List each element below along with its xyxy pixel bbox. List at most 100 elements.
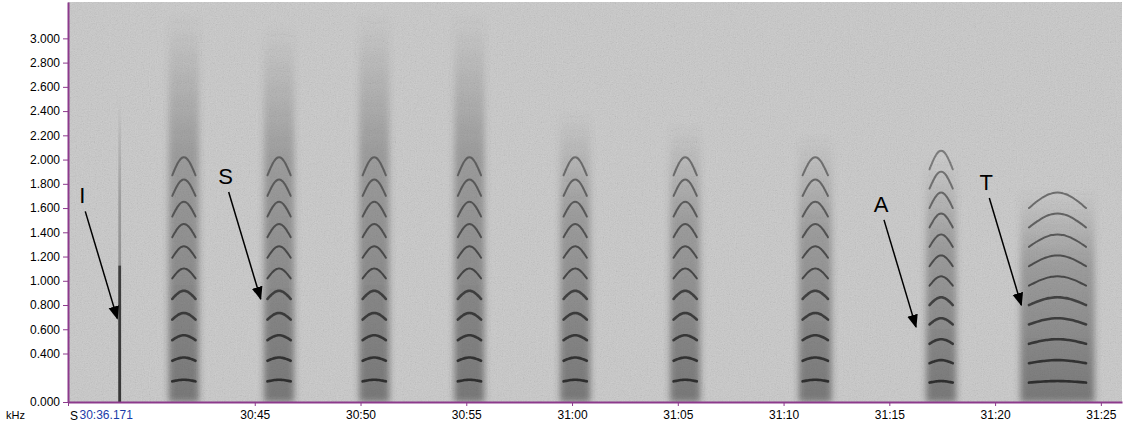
tick-mark — [889, 402, 890, 406]
harmonic — [803, 269, 828, 279]
harmonic — [930, 151, 953, 170]
harmonic — [564, 291, 587, 299]
tick-mark — [63, 63, 68, 64]
tick-label: 0.800 — [30, 298, 60, 312]
tick-mark — [63, 135, 68, 136]
tick-mark — [63, 160, 68, 161]
call — [560, 111, 590, 402]
call — [1020, 190, 1094, 402]
harmonic — [458, 291, 481, 299]
click-energy — [118, 99, 121, 402]
tick: 0.600 — [30, 323, 68, 337]
harmonic — [674, 224, 697, 237]
annotation: S — [218, 164, 233, 189]
tick-label: 2.000 — [30, 153, 60, 167]
tick: 1.800 — [30, 177, 68, 191]
arrow — [884, 220, 916, 327]
harmonic — [363, 269, 386, 279]
tick: 31:20 — [981, 402, 1011, 422]
tick: 2.600 — [30, 80, 68, 94]
harmonic — [674, 269, 697, 279]
tick-mark — [63, 305, 68, 306]
tick-label: 1.000 — [30, 274, 60, 288]
harmonic — [267, 246, 290, 257]
call — [359, 14, 389, 402]
tick-mark — [784, 402, 785, 406]
harmonic — [458, 358, 481, 361]
harmonic — [363, 380, 386, 382]
harmonic — [1029, 339, 1086, 344]
tick-label: 3.000 — [30, 32, 60, 46]
y-axis: 0.0000.4000.6000.8001.0001.2001.4001.600… — [30, 3, 69, 410]
harmonic — [172, 380, 195, 382]
harmonic — [674, 380, 697, 382]
harmonic — [803, 380, 828, 382]
harmonic — [564, 224, 587, 237]
harmonic — [564, 313, 587, 320]
tick: 2.800 — [30, 56, 68, 70]
tick-label: 31:05 — [663, 408, 693, 422]
harmonic — [803, 180, 828, 196]
tick: 31:15 — [875, 402, 905, 422]
plot-noise — [68, 2, 1122, 402]
tick-label: 30:55 — [452, 408, 482, 422]
harmonic — [564, 358, 587, 361]
tick: 30:45 — [240, 402, 270, 422]
tick-mark — [63, 257, 68, 258]
tick-label: 31:25 — [1086, 408, 1116, 422]
annotation: I — [79, 183, 85, 208]
harmonic — [564, 380, 587, 382]
harmonic — [674, 180, 697, 196]
tick: 30:50 — [346, 402, 376, 422]
tick-mark — [68, 402, 69, 406]
harmonic — [267, 291, 290, 299]
tick: 2.200 — [30, 129, 68, 143]
call — [118, 99, 121, 402]
tick: 31:05 — [663, 402, 693, 422]
axis-line — [69, 402, 1123, 404]
harmonic — [930, 297, 953, 305]
plot-background — [68, 2, 1122, 402]
harmonic — [363, 246, 386, 257]
harmonic — [803, 202, 828, 217]
harmonic — [458, 313, 481, 320]
call — [169, 14, 199, 402]
tick: 2.000 — [30, 153, 68, 167]
tick-mark — [572, 402, 573, 406]
harmonic — [674, 358, 697, 361]
tick-label: 31:20 — [981, 408, 1011, 422]
harmonic — [930, 381, 953, 383]
harmonic — [172, 157, 195, 175]
harmonic — [564, 180, 587, 196]
call-energy — [926, 160, 956, 402]
arrow — [989, 198, 1021, 305]
tick-mark — [1101, 402, 1102, 406]
harmonic — [267, 202, 290, 217]
harmonic — [458, 335, 481, 340]
harmonic — [1029, 360, 1086, 363]
harmonic — [267, 157, 290, 175]
harmonic — [564, 202, 587, 217]
call-energy — [1020, 190, 1094, 402]
harmonic — [803, 246, 828, 257]
harmonic — [930, 193, 953, 208]
harmonic — [267, 335, 290, 340]
marks — [118, 14, 1094, 402]
harmonic — [172, 269, 195, 279]
tick-mark — [361, 402, 362, 406]
harmonic — [930, 214, 953, 228]
harmonic — [458, 224, 481, 237]
tick-mark — [63, 111, 68, 112]
click — [118, 266, 121, 402]
harmonic — [674, 335, 697, 340]
harmonic — [363, 335, 386, 340]
harmonic — [1029, 381, 1086, 383]
harmonic — [363, 358, 386, 361]
harmonic — [267, 358, 290, 361]
tick-mark — [63, 402, 68, 403]
tick: 30:36.171 — [69, 402, 134, 422]
tick-mark — [63, 38, 68, 39]
harmonic — [363, 180, 386, 196]
call — [799, 135, 832, 402]
harmonic — [172, 313, 195, 320]
